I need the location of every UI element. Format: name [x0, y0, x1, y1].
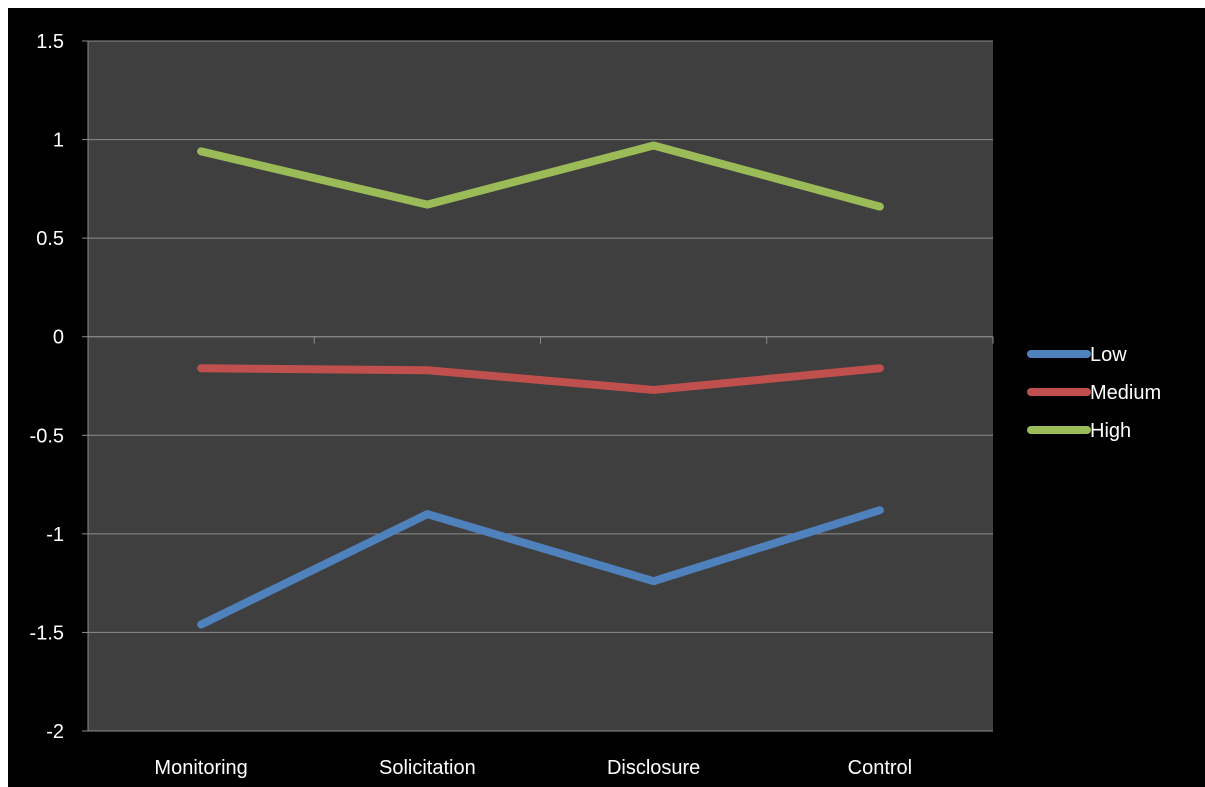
y-tick-label: -2	[46, 721, 64, 743]
legend: Low Medium High	[1027, 344, 1161, 442]
y-tick-label: 0.5	[36, 228, 64, 250]
y-tick-labels: 1.5 1 0.5 0 -0.5 -1 -1.5 -2	[30, 31, 64, 743]
y-tick-label: -1.5	[30, 622, 64, 644]
x-tick-label: Solicitation	[379, 757, 476, 779]
y-tick-label: -0.5	[30, 425, 64, 447]
plot-area	[88, 41, 993, 731]
x-tick-label: Disclosure	[607, 757, 700, 779]
legend-label-low: Low	[1090, 344, 1127, 366]
x-tick-label: Control	[848, 757, 912, 779]
series-line-low	[197, 506, 884, 629]
axes	[87, 41, 994, 731]
y-tick-label: 0	[53, 327, 64, 349]
legend-label-medium: Medium	[1090, 382, 1161, 404]
series-line-high	[197, 141, 884, 211]
series-lines	[197, 141, 884, 629]
x-tick-labels: Monitoring Solicitation Disclosure Control	[154, 757, 912, 779]
y-tick-label: 1	[53, 130, 64, 152]
legend-label-high: High	[1090, 420, 1131, 442]
y-tick-label: 1.5	[36, 31, 64, 53]
x-tick-label: Monitoring	[154, 757, 247, 779]
y-tick-label: -1	[46, 524, 64, 546]
series-line-medium	[197, 364, 884, 394]
